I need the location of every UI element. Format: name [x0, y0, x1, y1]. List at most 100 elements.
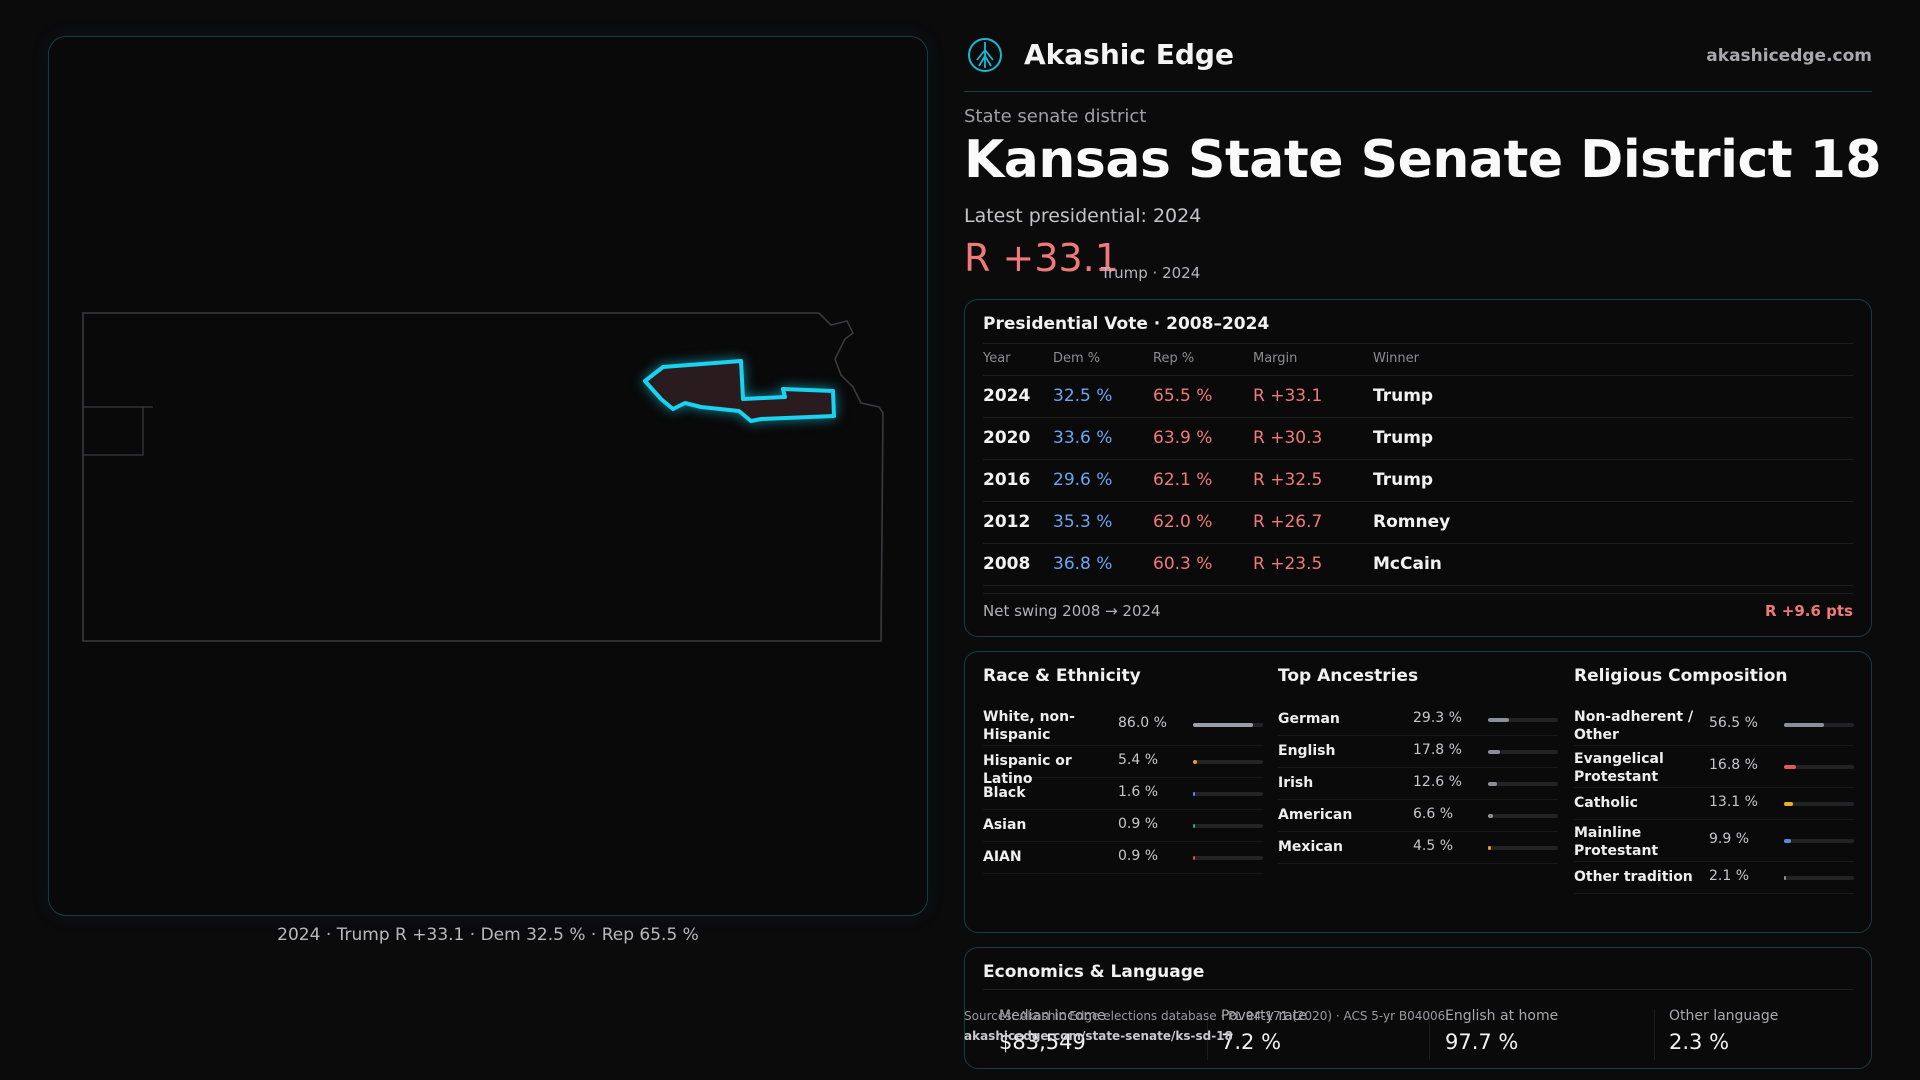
religion-row[interactable]: Catholic 13.1 % [1574, 788, 1854, 820]
ancestry-row[interactable]: German 29.3 % [1278, 704, 1558, 736]
kansas-map[interactable] [49, 37, 929, 917]
rep-cell: 62.1 % [1153, 470, 1213, 490]
religion-bar-track [1784, 723, 1854, 727]
religion-label: Catholic [1574, 795, 1638, 811]
source-url[interactable]: akashicedge.com/state-senate/ks-sd-18 [964, 1029, 1233, 1043]
dem-cell: 32.5 % [1053, 386, 1113, 406]
ancestry-bar-track [1488, 846, 1558, 850]
race-row[interactable]: AIAN 0.9 % [983, 842, 1263, 874]
ancestry-bar-fill [1488, 846, 1492, 850]
stat-value: 7.2 % [1221, 1030, 1282, 1054]
race-row[interactable]: Asian 0.9 % [983, 810, 1263, 842]
ancestry-row[interactable]: English 17.8 % [1278, 736, 1558, 768]
table-row[interactable]: 2016 29.6 % 62.1 % R +32.5 Trump [965, 460, 1873, 502]
race-value: 0.9 % [1118, 848, 1159, 864]
ancestry-row[interactable]: Mexican 4.5 % [1278, 832, 1558, 864]
divider [983, 543, 1853, 544]
race-bar-track [1193, 856, 1263, 860]
ancestry-label: German [1278, 711, 1340, 727]
rep-cell: 63.9 % [1153, 428, 1213, 448]
presidential-vote-card: Presidential Vote · 2008–2024 Year Dem %… [964, 299, 1872, 637]
margin-cell: R +23.5 [1253, 554, 1323, 574]
source-line: Sources: Akashic Edge elections database… [964, 1009, 1446, 1023]
religion-label: Mainline Protestant [1574, 825, 1659, 859]
religion-label: Evangelical Protestant [1574, 751, 1664, 785]
district-18-outline[interactable] [643, 359, 836, 423]
stat-median-income: Median income $83,549 [999, 1008, 1209, 1054]
ancestry-title: Top Ancestries [1278, 666, 1419, 686]
ancestry-label: Mexican [1278, 839, 1343, 855]
rep-cell: 65.5 % [1153, 386, 1213, 406]
race-bar-track [1193, 824, 1263, 828]
religion-bar-fill [1784, 876, 1786, 880]
religion-value: 16.8 % [1709, 757, 1758, 773]
rep-cell: 60.3 % [1153, 554, 1213, 574]
religion-bar-track [1784, 765, 1854, 769]
race-value: 1.6 % [1118, 784, 1159, 800]
district-kicker: State senate district [964, 106, 1147, 127]
ancestry-column: Top Ancestries German 29.3 % English 17.8 %… [1278, 652, 1558, 934]
winner-cell: Romney [1373, 512, 1451, 532]
stat-label: Poverty rate [1221, 1008, 1307, 1024]
map-caption: 2024 · Trump R +33.1 · Dem 32.5 % · Rep … [277, 925, 699, 945]
race-ethnicity-column: Race & Ethnicity White, non-Hispanic 86.0… [983, 652, 1263, 934]
race-row[interactable]: Hispanic or Latino 5.4 % [983, 746, 1263, 787]
race-row[interactable]: Black 1.6 % [983, 778, 1263, 810]
kansas-state-outline [82, 312, 884, 642]
race-bar-fill [1193, 856, 1195, 860]
margin-cell: R +26.7 [1253, 512, 1323, 532]
table-row[interactable]: 2012 35.3 % 62.0 % R +26.7 Romney [965, 502, 1873, 544]
religion-row[interactable]: Mainline Protestant 9.9 % [1574, 820, 1854, 862]
margin-cell: R +32.5 [1253, 470, 1323, 490]
divider [983, 343, 1853, 344]
year-cell: 2008 [983, 554, 1031, 574]
latest-margin-note: Trump · 2024 [1101, 264, 1201, 282]
dem-cell: 29.6 % [1053, 470, 1113, 490]
stat-poverty-rate: Poverty rate 7.2 % [1221, 1008, 1431, 1054]
divider [1429, 1010, 1430, 1060]
religion-bar-fill [1784, 723, 1824, 727]
page-title: Kansas State Senate District 18 [964, 130, 1882, 190]
race-bar-track [1193, 723, 1263, 727]
race-bar-fill [1193, 792, 1195, 796]
ancestry-value: 6.6 % [1413, 806, 1454, 822]
ancestry-row[interactable]: Irish 12.6 % [1278, 768, 1558, 800]
stat-label: Median income [999, 1008, 1106, 1024]
religion-row[interactable]: Evangelical Protestant 16.8 % [1574, 746, 1854, 788]
religion-bar-fill [1784, 765, 1796, 769]
divider [1654, 1010, 1655, 1060]
religion-row[interactable]: Other tradition 2.1 % [1574, 862, 1854, 894]
ancestry-bar-fill [1488, 814, 1493, 818]
religion-row[interactable]: Non-adherent / Other 56.5 % [1574, 704, 1854, 746]
latest-margin: R +33.1 [964, 236, 1119, 280]
economics-title: Economics & Language [983, 962, 1205, 982]
race-row[interactable]: White, non-Hispanic 86.0 % [983, 704, 1263, 746]
dem-cell: 36.8 % [1053, 554, 1113, 574]
race-value: 86.0 % [1118, 715, 1167, 731]
site-link[interactable]: akashicedge.com [1706, 46, 1872, 66]
table-row[interactable]: 2008 36.8 % 60.3 % R +23.5 McCain [965, 544, 1873, 586]
table-row[interactable]: 2020 33.6 % 63.9 % R +30.3 Trump [965, 418, 1873, 460]
year-cell: 2024 [983, 386, 1031, 406]
col-header-rep: Rep % [1153, 351, 1195, 366]
ancestry-bar-fill [1488, 750, 1501, 754]
race-label: Black [983, 785, 1026, 801]
ancestry-value: 4.5 % [1413, 838, 1454, 854]
net-swing-value: R +9.6 pts [1765, 602, 1853, 620]
ancestry-label: Irish [1278, 775, 1314, 791]
brand-name[interactable]: Akashic Edge [1024, 38, 1234, 71]
religion-bar-track [1784, 839, 1854, 843]
table-row[interactable]: 2024 32.5 % 65.5 % R +33.1 Trump [965, 376, 1873, 418]
race-value: 5.4 % [1118, 752, 1159, 768]
ancestry-value: 12.6 % [1413, 774, 1462, 790]
map-panel[interactable] [48, 36, 928, 916]
economics-card: Economics & Language Median income $83,5… [964, 947, 1872, 1069]
religion-bar-track [1784, 802, 1854, 806]
winner-cell: McCain [1373, 554, 1442, 574]
ancestry-bar-fill [1488, 718, 1509, 722]
ancestry-row[interactable]: American 6.6 % [1278, 800, 1558, 832]
dem-cell: 35.3 % [1053, 512, 1113, 532]
compass-tree-icon[interactable] [966, 36, 1004, 74]
ancestry-label: English [1278, 743, 1336, 759]
demographics-card: Race & Ethnicity White, non-Hispanic 86.0… [964, 651, 1872, 933]
